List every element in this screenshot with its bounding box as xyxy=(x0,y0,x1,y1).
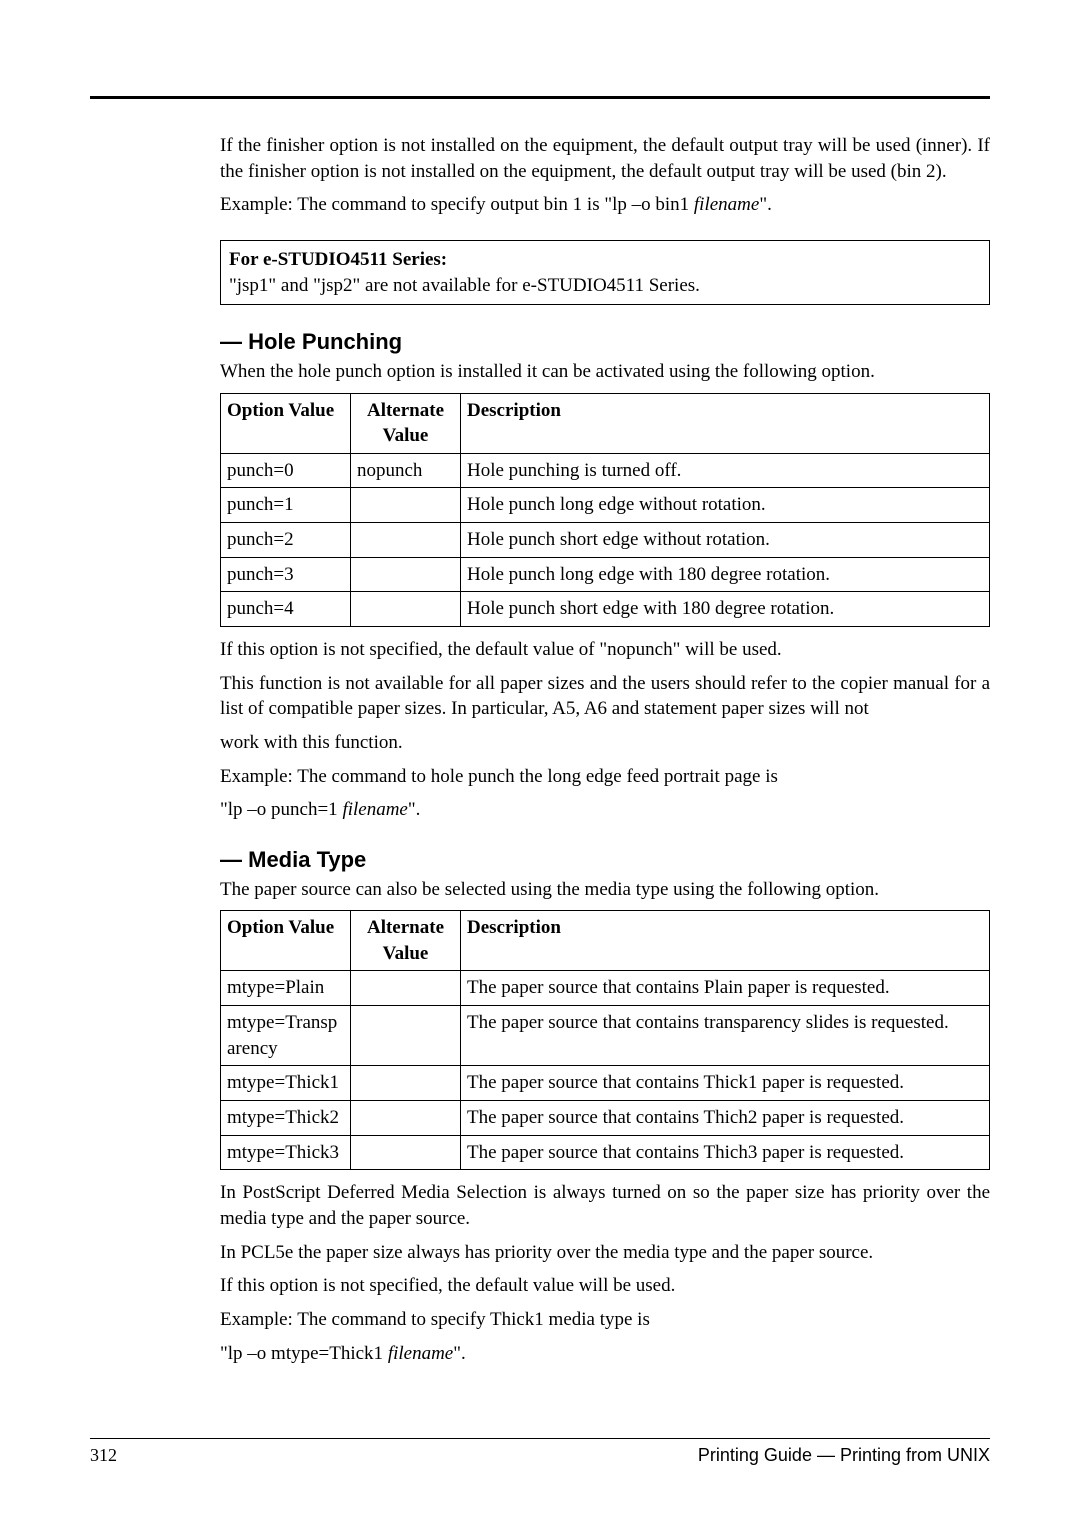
media-cell-v: mtype=Plain xyxy=(221,971,351,1006)
intro-p2: Example: The command to specify output b… xyxy=(220,192,990,218)
hole-cell-v: punch=3 xyxy=(221,557,351,592)
table-row: mtype=Plain The paper source that contai… xyxy=(221,971,990,1006)
footer-rule xyxy=(90,1438,990,1439)
hole-cell-v: punch=1 xyxy=(221,488,351,523)
media-cell-v: mtype=Thick3 xyxy=(221,1135,351,1170)
page-footer: 312 Printing Guide — Printing from UNIX xyxy=(90,1438,990,1466)
media-cell-a xyxy=(351,1066,461,1101)
hole-th-option: Option Value xyxy=(221,393,351,453)
media-th-option: Option Value xyxy=(221,911,351,971)
hole-cell-d: Hole punch short edge without rotation. xyxy=(461,523,990,558)
hole-cell-a xyxy=(351,592,461,627)
media-after3: If this option is not specified, the def… xyxy=(220,1273,990,1299)
intro-p2-post: ". xyxy=(759,194,772,215)
hole-cell-a xyxy=(351,557,461,592)
hole-cell-d: Hole punch long edge with 180 degree rot… xyxy=(461,557,990,592)
table-row: mtype=Transparency The paper source that… xyxy=(221,1006,990,1066)
media-cell-v: mtype=Thick2 xyxy=(221,1101,351,1136)
media-cell-d: The paper source that contains Thick1 pa… xyxy=(461,1066,990,1101)
footer-title: Printing Guide — Printing from UNIX xyxy=(698,1445,990,1466)
table-header-row: Option Value Alternate Value Description xyxy=(221,393,990,453)
hole-after5: "lp –o punch=1 filename". xyxy=(220,797,990,823)
media-th-desc: Description xyxy=(461,911,990,971)
media-after5-pre: "lp –o mtype=Thick1 xyxy=(220,1343,388,1364)
page-number: 312 xyxy=(90,1445,117,1466)
hole-cell-d: Hole punch long edge without rotation. xyxy=(461,488,990,523)
intro-p2-pre: Example: The command to specify output b… xyxy=(220,194,694,215)
hole-cell-v: punch=2 xyxy=(221,523,351,558)
hole-after5-post: ". xyxy=(408,799,421,820)
hole-after2: This function is not available for all p… xyxy=(220,671,990,722)
hole-th-desc: Description xyxy=(461,393,990,453)
media-after5-filename: filename xyxy=(388,1343,453,1364)
media-after5-post: ". xyxy=(453,1343,466,1364)
media-heading: — Media Type xyxy=(220,845,990,875)
hole-heading: — Hole Punching xyxy=(220,327,990,357)
table-row: punch=3 Hole punch long edge with 180 de… xyxy=(221,557,990,592)
hole-after4: Example: The command to hole punch the l… xyxy=(220,764,990,790)
hole-cell-d: Hole punching is turned off. xyxy=(461,453,990,488)
note-box: For e-STUDIO4511 Series: "jsp1" and "jsp… xyxy=(220,240,990,305)
note-body: "jsp1" and "jsp2" are not available for … xyxy=(229,273,981,299)
media-cell-a xyxy=(351,1135,461,1170)
hole-after1: If this option is not specified, the def… xyxy=(220,637,990,663)
media-cell-d: The paper source that contains Thich3 pa… xyxy=(461,1135,990,1170)
media-cell-a xyxy=(351,1101,461,1136)
media-after5: "lp –o mtype=Thick1 filename". xyxy=(220,1341,990,1367)
intro-p2-filename: filename xyxy=(694,194,759,215)
media-lead: The paper source can also be selected us… xyxy=(220,877,990,903)
note-title: For e-STUDIO4511 Series: xyxy=(229,247,981,273)
media-table: Option Value Alternate Value Description… xyxy=(220,910,990,1170)
hole-cell-d: Hole punch short edge with 180 degree ro… xyxy=(461,592,990,627)
table-header-row: Option Value Alternate Value Description xyxy=(221,911,990,971)
table-row: punch=4 Hole punch short edge with 180 d… xyxy=(221,592,990,627)
media-after1: In PostScript Deferred Media Selection i… xyxy=(220,1180,990,1231)
media-cell-v: mtype=Thick1 xyxy=(221,1066,351,1101)
hole-after5-filename: filename xyxy=(342,799,407,820)
hole-cell-v: punch=0 xyxy=(221,453,351,488)
media-after4: Example: The command to specify Thick1 m… xyxy=(220,1307,990,1333)
hole-after5-pre: "lp –o punch=1 xyxy=(220,799,342,820)
top-rule xyxy=(90,96,990,99)
media-cell-d: The paper source that contains Thich2 pa… xyxy=(461,1101,990,1136)
media-cell-d: The paper source that contains transpare… xyxy=(461,1006,990,1066)
hole-after3: work with this function. xyxy=(220,730,990,756)
table-row: punch=2 Hole punch short edge without ro… xyxy=(221,523,990,558)
table-row: mtype=Thick3 The paper source that conta… xyxy=(221,1135,990,1170)
table-row: punch=1 Hole punch long edge without rot… xyxy=(221,488,990,523)
hole-cell-a xyxy=(351,523,461,558)
hole-cell-a: nopunch xyxy=(351,453,461,488)
media-cell-d: The paper source that contains Plain pap… xyxy=(461,971,990,1006)
hole-cell-v: punch=4 xyxy=(221,592,351,627)
media-cell-v: mtype=Transparency xyxy=(221,1006,351,1066)
table-row: mtype=Thick2 The paper source that conta… xyxy=(221,1101,990,1136)
table-row: punch=0 nopunch Hole punching is turned … xyxy=(221,453,990,488)
hole-cell-a xyxy=(351,488,461,523)
hole-th-alt: Alternate Value xyxy=(351,393,461,453)
media-after2: In PCL5e the paper size always has prior… xyxy=(220,1240,990,1266)
body-content: If the finisher option is not installed … xyxy=(220,133,990,1366)
intro-p1: If the finisher option is not installed … xyxy=(220,133,990,184)
media-th-alt: Alternate Value xyxy=(351,911,461,971)
hole-table: Option Value Alternate Value Description… xyxy=(220,393,990,627)
hole-lead: When the hole punch option is installed … xyxy=(220,359,990,385)
media-cell-a xyxy=(351,971,461,1006)
table-row: mtype=Thick1 The paper source that conta… xyxy=(221,1066,990,1101)
media-cell-a xyxy=(351,1006,461,1066)
